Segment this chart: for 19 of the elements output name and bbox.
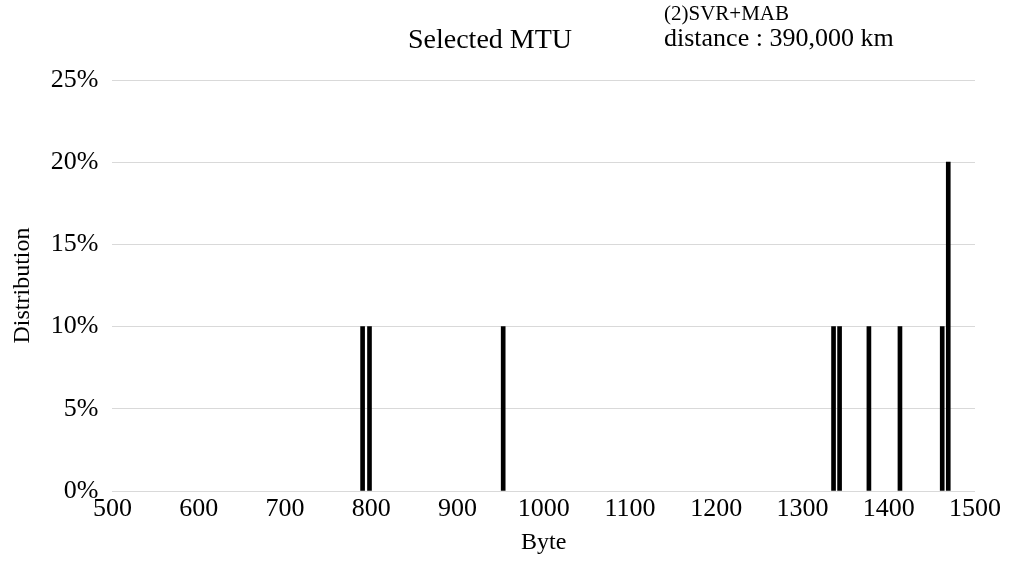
x-tick-label: 800 (351, 493, 391, 523)
x-tick-label: 1300 (776, 493, 829, 523)
y-tick-label: 5% (63, 392, 99, 422)
y-tick-label: 20% (50, 146, 99, 176)
y-tick-label: 25% (50, 63, 99, 93)
x-tick-label: 1200 (690, 493, 743, 523)
x-tick-label: 1100 (604, 493, 656, 523)
x-tick-label: 900 (437, 493, 477, 523)
y-axis-title: Distribution (7, 227, 34, 344)
x-tick-label: 700 (265, 493, 305, 523)
x-tick-label: 600 (179, 493, 219, 523)
x-axis-title: Byte (521, 527, 567, 554)
y-tick-label: 15% (50, 228, 99, 258)
y-tick-label: 10% (50, 310, 99, 340)
chart-title: Selected MTU (407, 23, 573, 54)
x-tick-label: 1400 (862, 493, 915, 523)
x-tick-label: 1500 (949, 493, 1001, 523)
text: (2)SVR+MAB (664, 1, 790, 25)
x-tick-label: 1000 (517, 493, 570, 523)
